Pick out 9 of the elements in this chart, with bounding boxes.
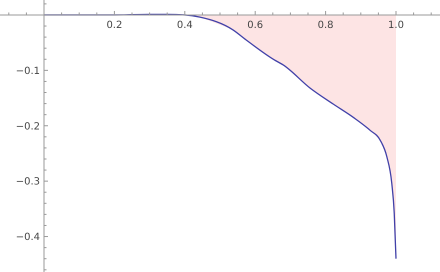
y-tick-label: −0.4	[16, 232, 40, 244]
y-tick-label: −0.2	[16, 121, 40, 132]
x-tick-label: 1.0	[388, 20, 404, 31]
x-tick-label: 0.8	[318, 20, 334, 31]
x-tick-label: 0.6	[247, 20, 264, 31]
x-tick-label: 0.2	[106, 20, 122, 31]
y-tick-label: −0.1	[16, 66, 40, 77]
x-tick-label: 0.4	[176, 20, 193, 31]
y-tick-label: −0.3	[16, 176, 40, 188]
